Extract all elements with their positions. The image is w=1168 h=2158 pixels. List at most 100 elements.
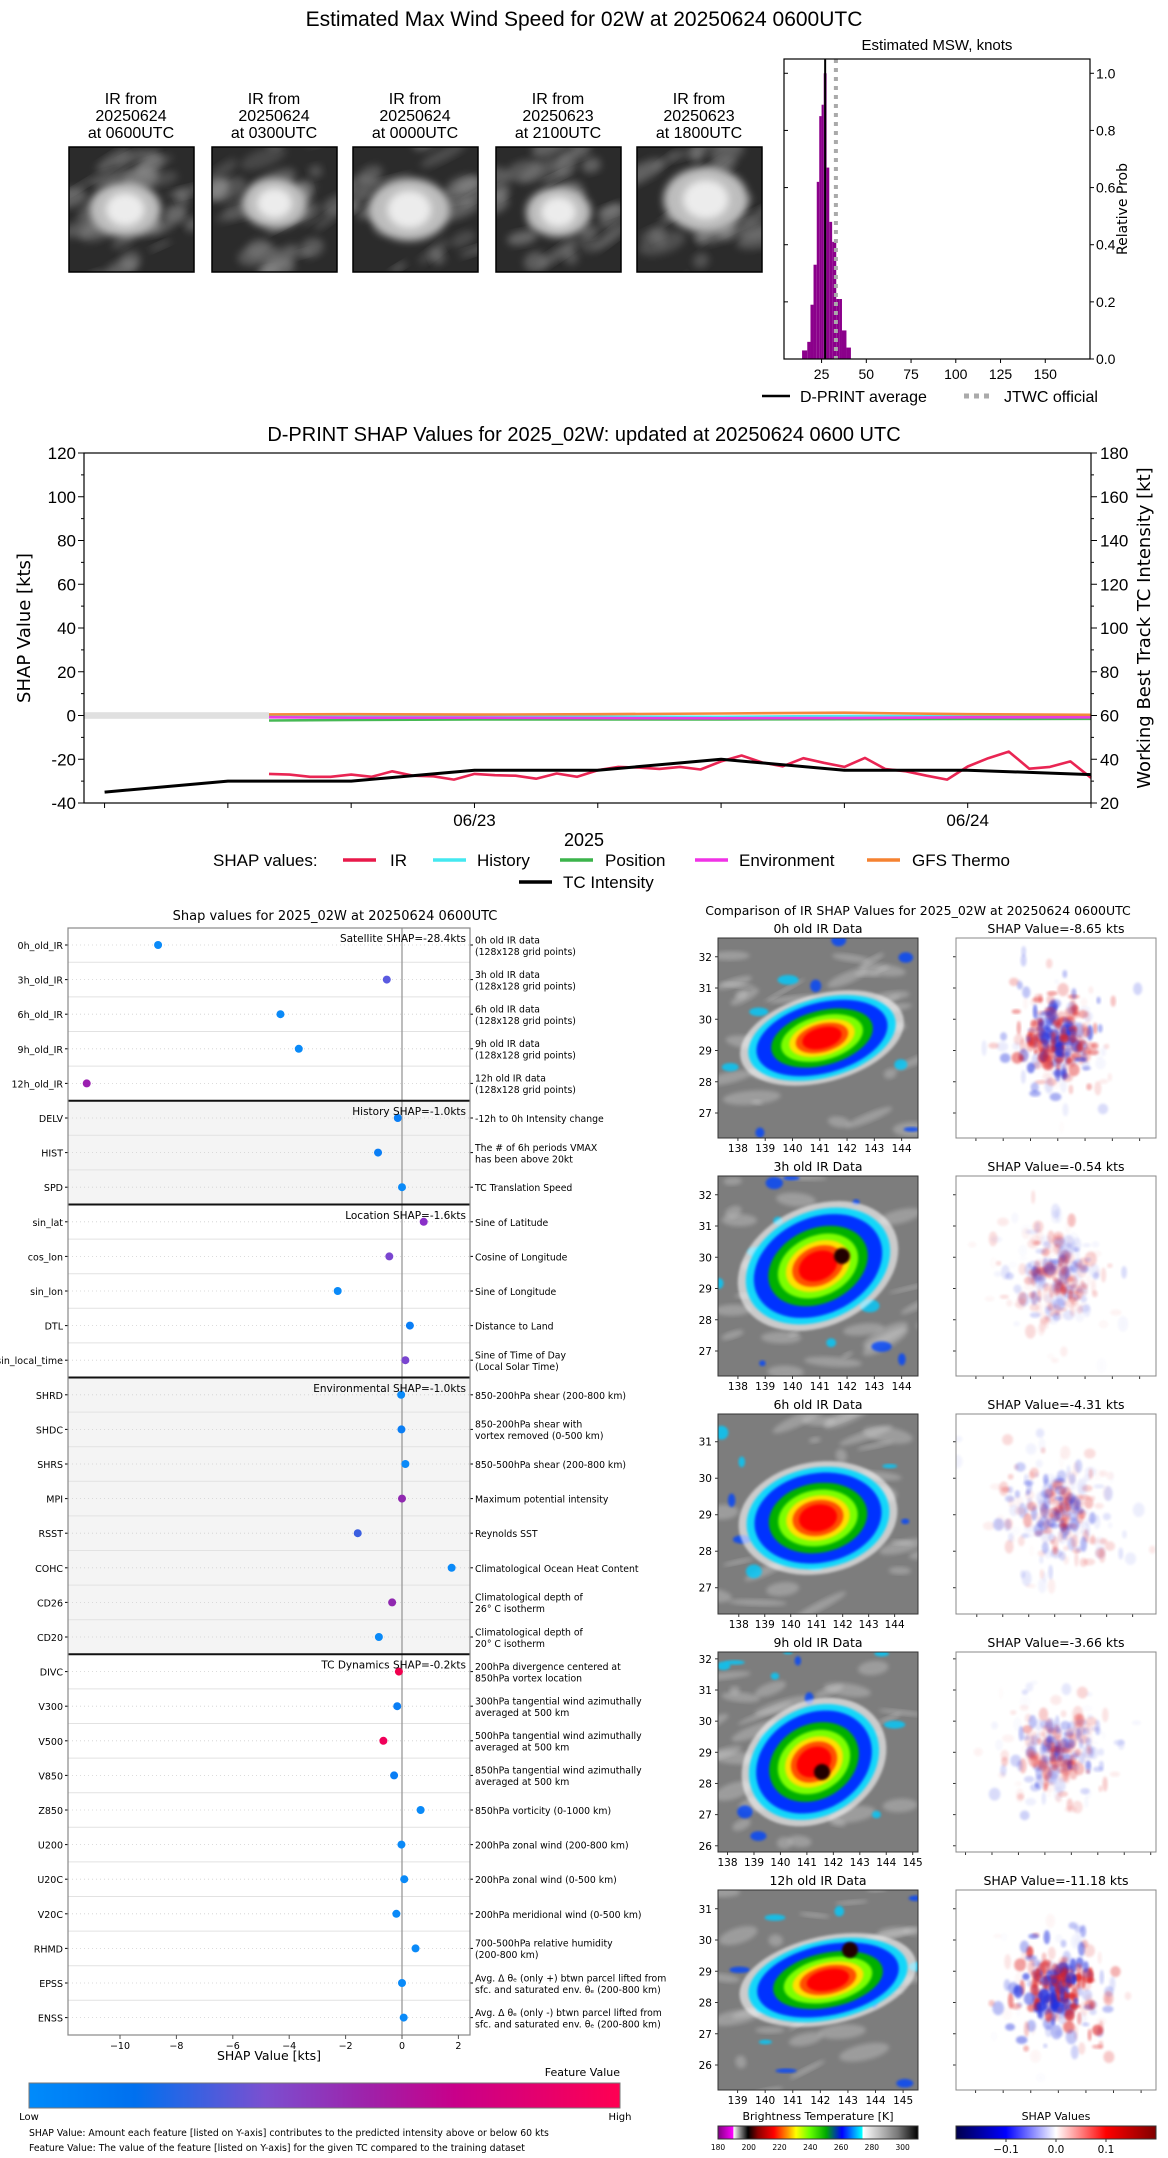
cloud-streak <box>519 157 567 184</box>
y-tick-label-right: 60 <box>1100 707 1119 726</box>
shap-blob <box>1066 1727 1074 1738</box>
msw-histogram: Estimated MSW, knots 25 50 75 100 125 150 0.0 0.… <box>762 37 1131 406</box>
x-tick-label: 100 <box>944 366 968 382</box>
shap-blob <box>1083 1303 1091 1318</box>
shap-blob <box>1035 2073 1046 2082</box>
shap-blob <box>1080 2001 1088 2017</box>
x-tick-label: −8 <box>169 2041 183 2052</box>
cloud-streak <box>353 201 358 215</box>
legend-label: TC Intensity <box>563 873 654 892</box>
shap-blob <box>1055 1061 1061 1071</box>
cloud-band <box>721 1691 760 1703</box>
shap-dot-RSST <box>353 1529 362 1538</box>
cloud-band <box>787 1835 812 1848</box>
shap-dot-sin_lon <box>333 1287 342 1295</box>
feature-label: 0h_old_IR <box>18 941 64 952</box>
shap-blob <box>999 1053 1011 1063</box>
convective-cell <box>794 1656 802 1666</box>
shap-blob <box>1074 1459 1083 1473</box>
shap-blob <box>1039 1742 1046 1757</box>
feature-description: 200hPa zonal wind (0-500 km) <box>475 1875 617 1886</box>
shap-dot-MPI <box>398 1494 406 1503</box>
shap-blob <box>1045 1960 1057 1973</box>
y-tick-label: 60 <box>57 575 76 594</box>
shap-blob <box>1076 1971 1082 1988</box>
shap-blob <box>1082 1696 1086 1700</box>
shap-blob <box>1041 1010 1051 1016</box>
cloud-band <box>845 1106 893 1128</box>
shap-panel-title: SHAP Value=-4.31 kts <box>987 1397 1124 1412</box>
lat-tick-label: 27 <box>699 2029 712 2041</box>
shap-blob <box>956 1454 963 1469</box>
shap-blob <box>1107 1263 1113 1268</box>
shap-blob <box>1097 1748 1105 1756</box>
feature-description: Maximum potential intensity <box>475 1495 609 1506</box>
shap-blob <box>1074 1057 1087 1062</box>
shap-blob <box>1093 1022 1098 1035</box>
shap-blob <box>1052 1004 1058 1010</box>
shap-blob <box>1038 993 1043 1004</box>
shap-blob <box>1096 996 1101 1005</box>
shap-blob <box>1008 977 1019 987</box>
ir-image <box>718 1176 918 1376</box>
shap-blob <box>1018 1245 1027 1257</box>
y-tick-label: 20 <box>57 663 76 682</box>
shap-blob <box>1037 1578 1047 1594</box>
feature-description: Sine of Latitude <box>475 1218 549 1229</box>
shap-blob <box>1025 1682 1034 1692</box>
shap-blob <box>1087 2028 1092 2041</box>
shap-blob <box>1057 982 1069 997</box>
zero-band <box>84 712 269 719</box>
shap-blob <box>1055 1515 1060 1521</box>
x-tick-label: −6 <box>226 2041 240 2052</box>
shap-blob <box>1073 1713 1086 1728</box>
shap-blob <box>1082 1011 1093 1022</box>
shap-blob <box>1046 1243 1055 1253</box>
convective-cell <box>718 1425 729 1440</box>
shap-blob <box>1053 1278 1062 1291</box>
shap-blob <box>1091 1241 1100 1248</box>
cloud-band <box>889 1281 918 1294</box>
x-tick-label: −2 <box>339 2041 353 2052</box>
shap-blob <box>1029 1312 1041 1318</box>
ir-panel-title: 12h old IR Data <box>769 1873 866 1888</box>
cloud-streak <box>300 209 321 225</box>
shap-blob <box>1062 1266 1070 1280</box>
convective-cell <box>903 1127 918 1132</box>
shap-blob <box>945 1522 954 1527</box>
storm-core <box>683 180 729 219</box>
shap-blob <box>1131 1720 1142 1726</box>
shap-frame <box>955 937 1157 1139</box>
shap-dot-DELV <box>393 1114 402 1122</box>
shap-blob <box>1049 1092 1062 1102</box>
shap-blob <box>1040 1527 1052 1543</box>
y-tick-label-right: 40 <box>1100 750 1119 769</box>
cloud-band <box>728 1599 787 1606</box>
feature-description: averaged at 500 km <box>475 1743 569 1754</box>
shap-blob <box>998 1687 1003 1700</box>
shap-map <box>956 1890 1156 2090</box>
shap-blob <box>1070 1933 1082 1949</box>
cloud-streak <box>736 228 762 250</box>
shap-blob <box>1029 1303 1040 1312</box>
y-axis-label: SHAP Value [kts] <box>14 553 35 703</box>
feature-description: Climatological depth of <box>475 1627 584 1638</box>
shap-blob <box>1051 1357 1059 1364</box>
cloud-streak <box>308 165 323 178</box>
shap-blob <box>1089 2008 1097 2016</box>
shap-blob <box>982 1521 995 1531</box>
lat-tick-label: 28 <box>699 1315 712 1327</box>
feature-label: V500 <box>38 1737 63 1748</box>
feature-description: averaged at 500 km <box>475 1708 569 1719</box>
convective-cell <box>750 1831 767 1841</box>
shap-dot-U20C <box>400 1875 409 1884</box>
lon-tick-label: 141 <box>807 1619 827 1631</box>
shap-blob <box>1045 1913 1056 1928</box>
feature-value-colorbar <box>28 2082 621 2109</box>
shap-blob <box>1051 1764 1059 1772</box>
storm-cold-core <box>842 1942 858 1958</box>
lon-tick-label: 139 <box>755 1381 775 1393</box>
shap-blob <box>1015 1986 1021 2001</box>
shap-blob <box>1060 1967 1065 1978</box>
lat-tick-label: 28 <box>699 1778 712 1790</box>
